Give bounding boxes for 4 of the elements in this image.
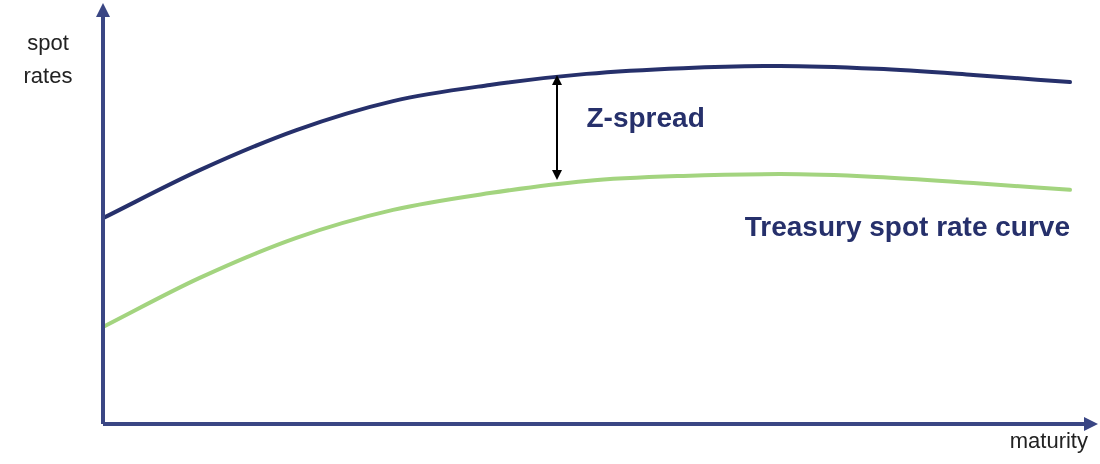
y-axis-title: spot rates — [22, 29, 74, 90]
annotation: Z-spread — [586, 102, 705, 134]
x-axis-title: maturity — [1009, 428, 1088, 454]
series-label: Treasury spot rate curve — [744, 210, 1070, 242]
